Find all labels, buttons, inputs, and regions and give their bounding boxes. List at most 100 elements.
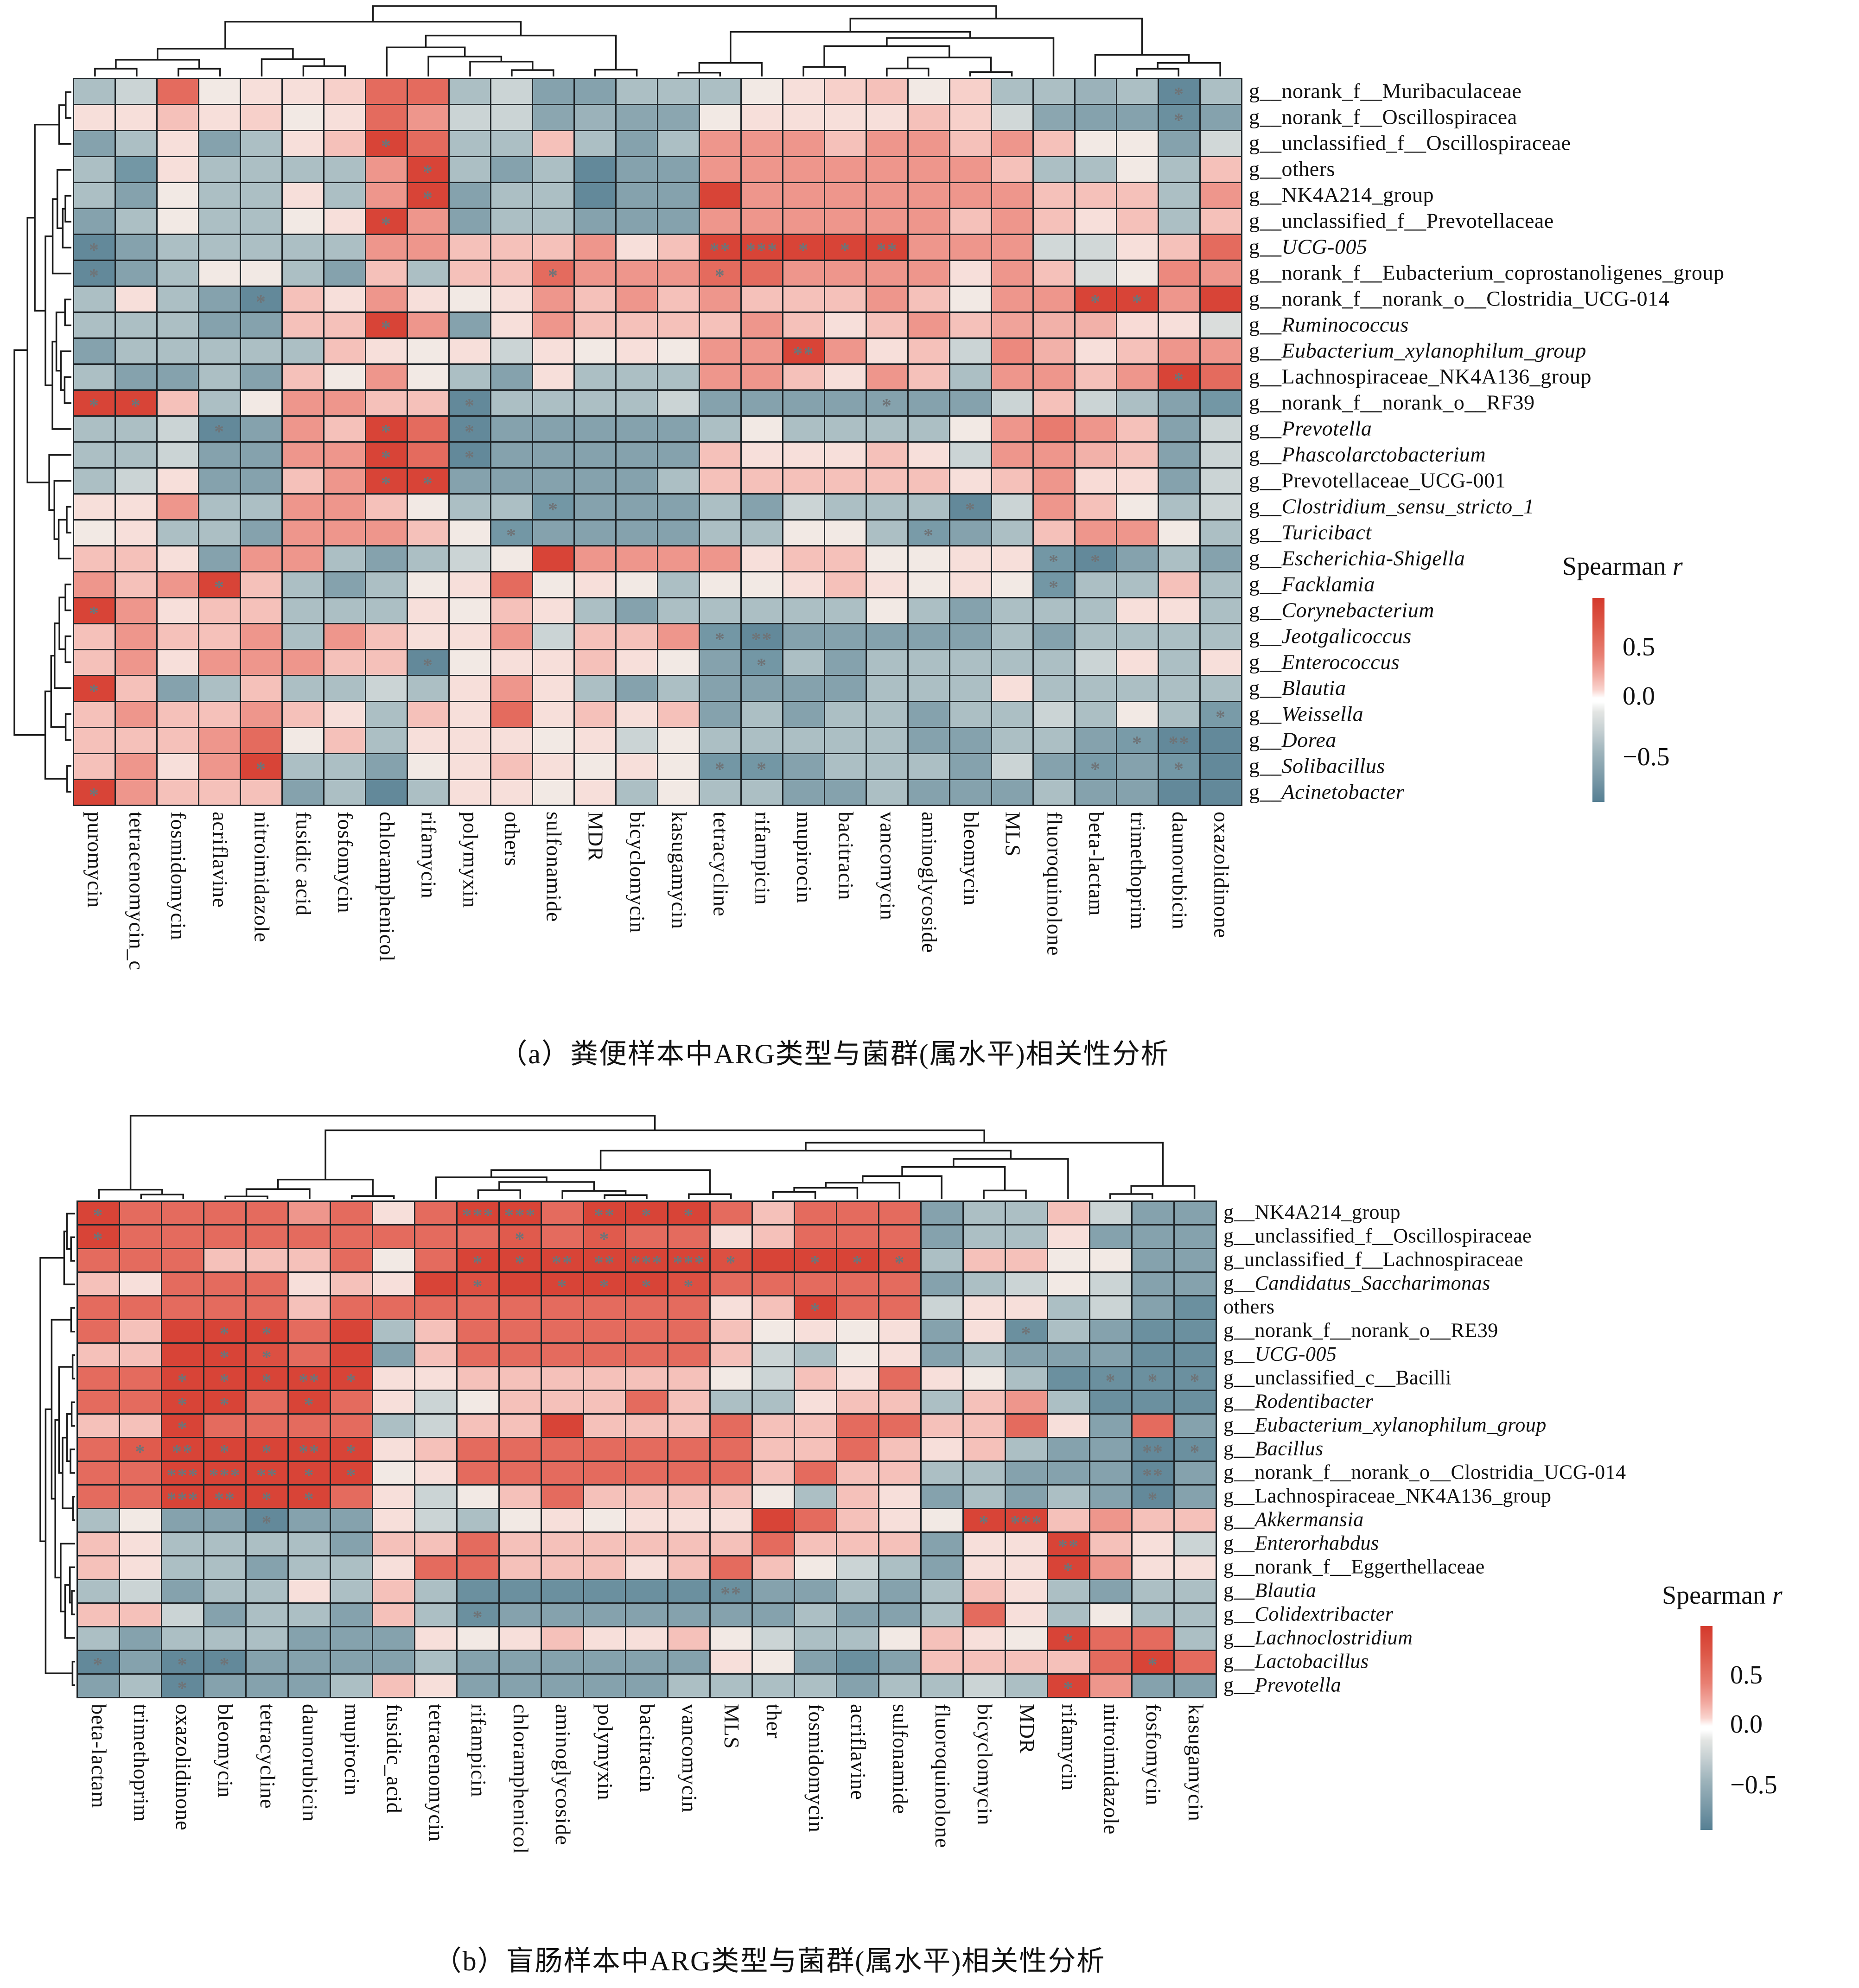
heatmap-cell <box>1090 1651 1131 1673</box>
heatmap-cell <box>1201 650 1241 675</box>
heatmap-cell <box>542 1509 583 1531</box>
heatmap-cell <box>584 1627 625 1650</box>
heatmap-cell <box>283 339 323 363</box>
heatmap-cell <box>283 546 323 571</box>
heatmap-cell: * <box>450 443 490 467</box>
heatmap-cell <box>158 183 198 208</box>
heatmap-cell <box>533 521 573 545</box>
heatmap-cell <box>795 1273 836 1295</box>
heatmap-cell: * <box>1159 105 1199 130</box>
significance-stars: ** <box>594 1205 615 1226</box>
heatmap-cell <box>825 521 866 545</box>
row-dendrogram-a <box>13 91 71 793</box>
row-label: g__Enterococcus <box>1249 649 1400 673</box>
heatmap-cell <box>289 1273 330 1295</box>
heatmap-cell <box>658 391 699 415</box>
heatmap-cell <box>825 105 866 130</box>
significance-stars: * <box>423 187 433 209</box>
heatmap-cell <box>1090 1533 1131 1555</box>
heatmap-cell <box>584 1438 625 1461</box>
heatmap-cell <box>742 598 782 623</box>
heatmap-cell <box>1159 183 1199 208</box>
column-label: bacitracin <box>834 812 858 901</box>
row-label: g__NK4A214_group <box>1249 182 1434 206</box>
row-label: g__Escherichia-Shigella <box>1249 546 1465 570</box>
heatmap-cell <box>753 1202 794 1224</box>
heatmap-cell <box>1006 1415 1047 1437</box>
heatmap-cell <box>1201 572 1241 597</box>
heatmap-cell <box>1175 1226 1216 1248</box>
heatmap-cell <box>408 209 448 234</box>
row-label: g__Acinetobacter <box>1249 779 1405 803</box>
heatmap-cell <box>1034 209 1074 234</box>
heatmap-cell <box>964 1675 1005 1697</box>
heatmap-cell <box>158 417 198 441</box>
column-label: bicyclomycin <box>625 812 649 934</box>
heatmap-cell <box>753 1438 794 1461</box>
heatmap-cell <box>1159 261 1199 286</box>
heatmap-cell <box>158 624 198 649</box>
heatmap-cell <box>1048 1344 1089 1366</box>
heatmap-cell <box>162 1249 203 1271</box>
heatmap-cell: * <box>668 1202 709 1226</box>
heatmap-cell <box>542 1580 583 1602</box>
heatmap-cell <box>1048 1604 1089 1626</box>
heatmap-cell <box>1201 754 1241 779</box>
significance-stars: * <box>131 395 141 417</box>
heatmap-cell <box>783 131 824 156</box>
heatmap-cell <box>533 780 573 805</box>
heatmap-cell <box>325 598 365 623</box>
heatmap-cell <box>700 417 740 441</box>
heatmap-cell <box>247 1651 287 1673</box>
heatmap-cell <box>241 728 281 753</box>
heatmap-cell <box>950 650 991 675</box>
heatmap-cell <box>825 495 866 519</box>
heatmap-cell <box>922 1249 962 1271</box>
heatmap-cell <box>116 754 156 779</box>
heatmap-cell <box>1159 650 1199 675</box>
heatmap-cell <box>1076 443 1116 467</box>
heatmap-cell <box>1133 1344 1173 1366</box>
heatmap-cell <box>247 1415 287 1437</box>
heatmap-cell <box>1159 546 1199 571</box>
significance-stars: * <box>261 1347 273 1368</box>
heatmap-cell <box>795 1627 836 1650</box>
heatmap-cell <box>415 1296 456 1319</box>
heatmap-cell <box>575 624 615 649</box>
heatmap-cell <box>584 1462 625 1484</box>
row-label: g__Blautia <box>1249 675 1346 699</box>
heatmap-cell <box>825 546 866 571</box>
heatmap-cell <box>575 157 615 182</box>
column-label: trimethoprim <box>1126 812 1150 930</box>
heatmap-cell: * <box>241 754 281 779</box>
heatmap-cell <box>879 1226 920 1248</box>
heatmap-cell <box>1048 1415 1089 1437</box>
heatmap-cell <box>825 728 866 753</box>
heatmap-cell <box>950 780 991 805</box>
heatmap-cell <box>373 1556 414 1579</box>
heatmap-cell <box>795 1462 836 1484</box>
heatmap-cell <box>162 1604 203 1626</box>
heatmap-cell <box>120 1249 161 1271</box>
significance-stars: * <box>1105 1370 1116 1392</box>
heatmap-cell <box>204 1556 245 1579</box>
heatmap-cell <box>1159 235 1199 260</box>
heatmap-cell <box>783 417 824 441</box>
heatmap-cell <box>753 1604 794 1626</box>
heatmap-cell <box>658 728 699 753</box>
heatmap-cell <box>500 1651 541 1673</box>
heatmap-cell <box>575 676 615 701</box>
significance-stars: * <box>89 680 100 702</box>
heatmap-cell <box>964 1320 1005 1342</box>
heatmap-cell <box>204 1604 245 1626</box>
heatmap-cell <box>1117 417 1158 441</box>
row-label: g__Turicibact <box>1249 520 1372 544</box>
heatmap-cell <box>491 624 532 649</box>
heatmap-cell <box>879 1202 920 1224</box>
heatmap-cell <box>753 1486 794 1508</box>
heatmap-cell <box>373 1651 414 1673</box>
heatmap-cell: * <box>837 1249 878 1273</box>
heatmap-cell <box>450 650 490 675</box>
heatmap-cell <box>491 495 532 519</box>
heatmap-cell <box>837 1202 878 1224</box>
